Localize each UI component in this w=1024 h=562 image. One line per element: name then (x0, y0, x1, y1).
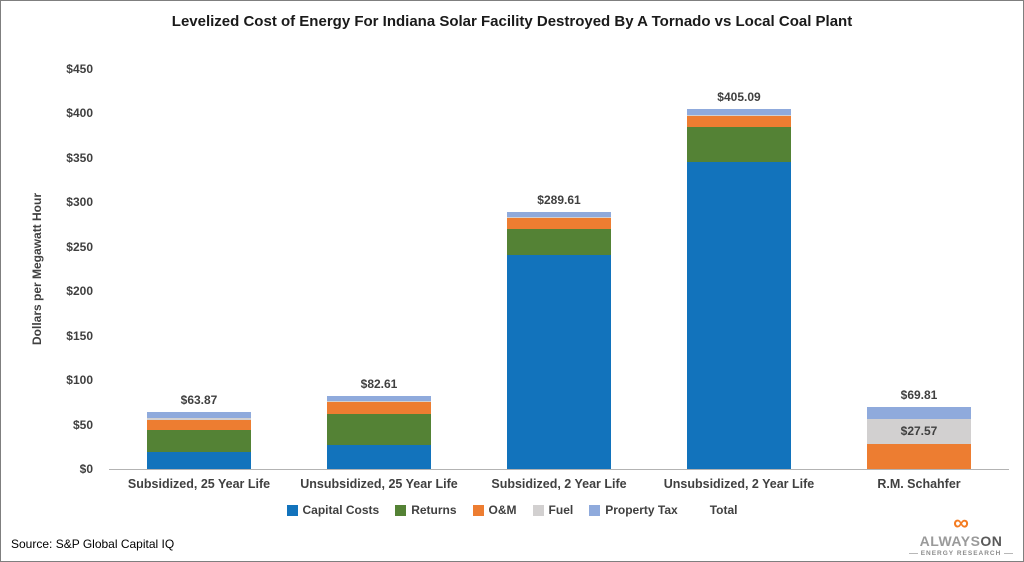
segment-property-tax (327, 395, 431, 402)
logo-wordmark: ALWAYSON (909, 533, 1013, 549)
stacked-bar (867, 406, 971, 469)
stacked-bar (507, 211, 611, 469)
y-tick-label: $50 (72, 417, 93, 432)
segment-returns (687, 126, 791, 163)
total-label: $405.09 (717, 89, 761, 104)
legend-label: Capital Costs (302, 503, 380, 517)
total-label: $82.61 (360, 376, 398, 391)
total-label: $69.81 (900, 387, 938, 402)
segment-property-tax (867, 406, 971, 420)
legend-item: Fuel (532, 503, 574, 517)
segment-property-tax (147, 412, 251, 419)
logo-wordmark-left: ALWAYS (919, 533, 981, 549)
x-category-label: R.M. Schahfer (877, 477, 961, 491)
legend-label: Fuel (548, 503, 574, 517)
legend: Capital Costs Returns O&M Fuel Property Tax T… (1, 503, 1023, 517)
stacked-bar (147, 412, 251, 469)
logo-wordmark-right: ON (980, 533, 1003, 549)
y-tick-label: $300 (66, 195, 93, 210)
bar-group: $289.61 (469, 69, 649, 469)
x-category-label: Subsidized, 2 Year Life (491, 477, 627, 491)
legend-label: O&M (488, 503, 517, 517)
y-tick-label: $200 (66, 284, 93, 299)
x-category-label: Unsubsidized, 25 Year Life (300, 477, 458, 491)
brand-logo: ∞ ALWAYSON ENERGY RESEARCH (909, 510, 1013, 557)
logo-subtitle: ENERGY RESEARCH (909, 550, 1013, 557)
legend-item: Total (694, 503, 738, 517)
segment-capital-costs (327, 445, 431, 469)
legend-swatch (286, 504, 298, 516)
legend-item: Capital Costs (286, 503, 380, 517)
segment-fuel (327, 401, 431, 403)
segment-capital-costs (687, 162, 791, 469)
x-axis-labels: Subsidized, 25 Year Life Unsubsidized, 25… (109, 477, 1009, 491)
legend-swatch (589, 504, 601, 516)
segment-o-m (687, 116, 791, 127)
legend-item: Returns (395, 503, 457, 517)
total-label: $63.87 (180, 393, 218, 408)
y-tick-label: $150 (66, 328, 93, 343)
infinity-icon: ∞ (953, 510, 969, 535)
segment-returns (147, 430, 251, 453)
logo-subtitle-text: ENERGY RESEARCH (920, 550, 1002, 557)
segment-capital-costs (147, 452, 251, 469)
stacked-bar (327, 395, 431, 469)
y-tick-label: $400 (66, 106, 93, 121)
chart-title: Levelized Cost of Energy For Indiana Sol… (171, 13, 853, 30)
legend-item: O&M (472, 503, 517, 517)
segment-o-m (507, 218, 611, 230)
legend-swatch (532, 504, 544, 516)
segment-returns (327, 413, 431, 445)
y-tick-label: $0 (79, 462, 93, 476)
bar-group: $63.87 (109, 69, 289, 469)
segment-fuel (507, 217, 611, 219)
segment-o-m (147, 419, 251, 431)
logo-rule-right (1004, 553, 1013, 554)
y-tick-label: $100 (66, 373, 93, 388)
segment-fuel (687, 115, 791, 117)
total-label: $289.61 (537, 192, 581, 207)
x-category-label: Subsidized, 25 Year Life (127, 477, 271, 491)
bar-group: $82.61 (289, 69, 469, 469)
segment-fuel (867, 419, 971, 444)
segment-fuel (147, 418, 251, 420)
y-tick-label: $250 (66, 239, 93, 254)
segment-capital-costs (507, 254, 611, 469)
segment-returns (507, 229, 611, 255)
segment-value-label: $27.57 (900, 424, 938, 439)
bar-group: $405.09 (649, 69, 829, 469)
segment-property-tax (687, 108, 791, 116)
logo-rule-left (909, 553, 918, 554)
x-category-label: Unsubsidized, 2 Year Life (663, 477, 815, 491)
stacked-bar (687, 108, 791, 469)
source-note: Source: S&P Global Capital IQ (11, 537, 175, 551)
y-axis: $0 $50 $100 $150 $200 $250 $300 $350 $400 $450 (1, 62, 101, 476)
legend-label: Returns (411, 503, 457, 517)
legend-swatch (472, 504, 484, 516)
bar-group: $69.81 $27.57 (829, 69, 1009, 469)
segment-property-tax (507, 211, 611, 218)
legend-swatch (395, 504, 407, 516)
segment-o-m (867, 443, 971, 469)
legend-item: Property Tax (589, 503, 678, 517)
legend-label: Total (709, 503, 738, 517)
y-tick-label: $350 (66, 150, 93, 165)
plot-area: $63.87 $82.61 $289.61 $405.09 $69.81 $27.57 (109, 69, 1009, 470)
y-tick-label: $450 (66, 62, 93, 76)
legend-label: Property Tax (605, 503, 678, 517)
segment-o-m (327, 402, 431, 414)
